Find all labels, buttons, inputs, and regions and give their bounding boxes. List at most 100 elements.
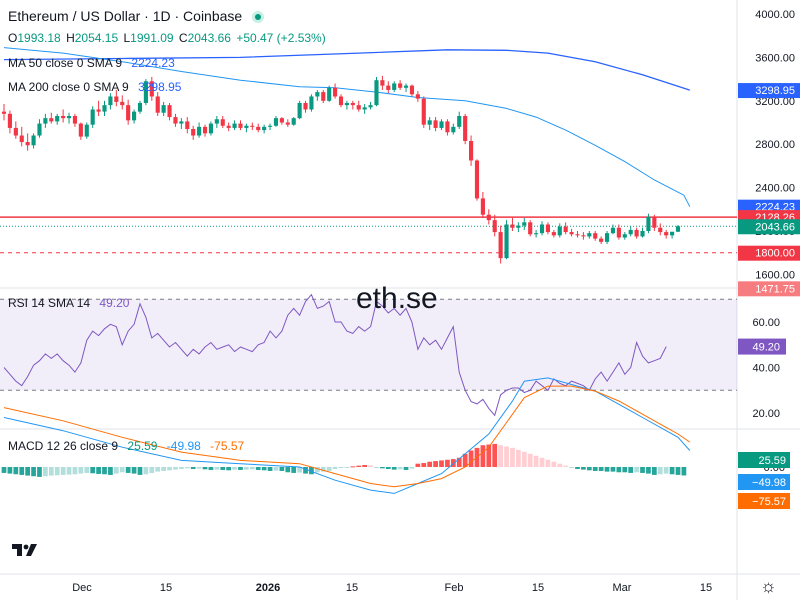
candle-body bbox=[173, 117, 178, 124]
rsi-value: 49.20 bbox=[99, 296, 130, 310]
time-axis-label: 2026 bbox=[256, 582, 280, 594]
tradingview-logo-icon[interactable] bbox=[10, 540, 40, 560]
macd-histogram-bar bbox=[663, 467, 669, 474]
macd-badge bbox=[738, 493, 790, 509]
candle-body bbox=[658, 227, 663, 233]
price-tick-label: 4000.00 bbox=[755, 9, 795, 21]
macd-histogram-bar bbox=[326, 467, 332, 471]
macd-histogram-bar bbox=[320, 467, 326, 472]
macd-histogram-bar bbox=[527, 453, 533, 467]
macd-histogram-bar bbox=[675, 467, 681, 475]
price-badge-label: 3298.95 bbox=[755, 85, 795, 97]
candle-body bbox=[545, 224, 550, 233]
candle-body bbox=[622, 234, 627, 238]
candle-body bbox=[132, 111, 137, 121]
macd-signal-line bbox=[3, 385, 691, 488]
macd-histogram-bar bbox=[25, 467, 31, 476]
macd-histogram-bar bbox=[456, 457, 462, 467]
candle-body bbox=[516, 225, 521, 228]
macd-histogram-bar bbox=[208, 467, 214, 470]
candle-body bbox=[202, 126, 208, 134]
candle-body bbox=[161, 105, 166, 113]
candle-body bbox=[84, 124, 89, 137]
candle-body bbox=[114, 96, 119, 102]
candle-body bbox=[634, 229, 639, 237]
candle-body bbox=[670, 231, 675, 236]
macd-badge-label: −49.98 bbox=[752, 477, 786, 489]
macd-histogram-bar bbox=[137, 467, 143, 475]
candle-body bbox=[1, 111, 7, 114]
ma50-legend[interactable]: MA 50 close 0 SMA 9 2224.23 bbox=[8, 56, 175, 70]
macd-legend[interactable]: MACD 12 26 close 9 25.59 -49.98 -75.57 bbox=[8, 439, 244, 453]
candle-body bbox=[321, 92, 326, 101]
close-value: 2043.66 bbox=[187, 31, 231, 45]
candle-body bbox=[214, 119, 219, 124]
macd-histogram-bar bbox=[634, 467, 639, 473]
candle-body bbox=[279, 118, 284, 123]
candle-body bbox=[191, 129, 196, 136]
macd-histogram-bar bbox=[492, 443, 498, 467]
settings-gear-icon[interactable]: ☼ bbox=[760, 576, 777, 596]
candle-body bbox=[7, 113, 12, 128]
rsi-legend[interactable]: RSI 14 SMA 14 49.20 bbox=[8, 296, 129, 310]
candle-body bbox=[197, 126, 202, 136]
macd-histogram-bar bbox=[368, 465, 373, 467]
change-value: +50.47 (+2.53%) bbox=[236, 31, 326, 45]
macd-histogram-bar bbox=[415, 463, 421, 467]
candle-body bbox=[486, 214, 491, 221]
rsi-band-fill bbox=[0, 299, 737, 391]
macd-histogram-bar bbox=[409, 467, 415, 469]
candle-body bbox=[392, 83, 397, 90]
macd-histogram-bar bbox=[314, 467, 320, 473]
macd-histogram-bar bbox=[161, 467, 166, 471]
candle-body bbox=[469, 140, 474, 161]
candle-body bbox=[610, 227, 616, 234]
ma200-legend[interactable]: MA 200 close 0 SMA 9 3298.95 bbox=[8, 80, 181, 94]
candle-body bbox=[333, 87, 338, 97]
macd-histogram-bar bbox=[84, 467, 90, 473]
candle-body bbox=[587, 233, 592, 237]
macd-histogram-bar bbox=[622, 467, 628, 473]
macd-histogram-bar bbox=[397, 467, 403, 470]
high-value: 2054.15 bbox=[74, 31, 119, 45]
macd-histogram-bar bbox=[48, 467, 54, 476]
macd-histogram-bar bbox=[108, 467, 113, 475]
candle-body bbox=[137, 102, 143, 112]
candle-body bbox=[557, 226, 562, 236]
candle-body bbox=[155, 96, 160, 113]
price-badge bbox=[738, 245, 800, 261]
macd-histogram-bar bbox=[66, 467, 72, 475]
price-pane-bg bbox=[0, 0, 800, 288]
symbol-title[interactable]: Ethereum / US Dollar · 1D · Coinbase bbox=[8, 8, 265, 24]
candle-body bbox=[96, 109, 101, 112]
macd-histogram-bar bbox=[486, 444, 492, 467]
candle-body bbox=[409, 85, 415, 95]
close-label: C bbox=[178, 31, 188, 45]
candle-body bbox=[108, 96, 113, 106]
macd-histogram-bar bbox=[190, 467, 196, 469]
candle-body bbox=[90, 109, 95, 125]
candle-body bbox=[78, 123, 83, 137]
candle-body bbox=[185, 121, 190, 130]
macd-histogram-bar bbox=[244, 467, 249, 470]
macd-histogram-bar bbox=[155, 467, 161, 472]
macd-histogram-bar bbox=[113, 467, 119, 474]
ma50-line bbox=[3, 47, 691, 207]
candle-body bbox=[167, 105, 172, 118]
price-badge-label: 2043.66 bbox=[755, 221, 795, 233]
candle-body bbox=[593, 233, 598, 239]
macd-histogram-bar bbox=[54, 467, 60, 476]
candle-body bbox=[285, 122, 290, 125]
macd-histogram-bar bbox=[462, 453, 468, 467]
macd-histogram-bar bbox=[238, 467, 243, 470]
macd-histogram-bar bbox=[249, 467, 255, 470]
watermark-text: eth.se bbox=[356, 282, 438, 315]
candle-body bbox=[380, 80, 385, 86]
candle-body bbox=[675, 226, 681, 232]
rsi-label: RSI 14 SMA 14 bbox=[8, 296, 91, 310]
ohlc-legend: O1993.18 H2054.15 L1991.09 C2043.66 +50.… bbox=[8, 31, 328, 45]
candle-body bbox=[226, 125, 231, 128]
ma200-value: 3298.95 bbox=[138, 80, 182, 94]
